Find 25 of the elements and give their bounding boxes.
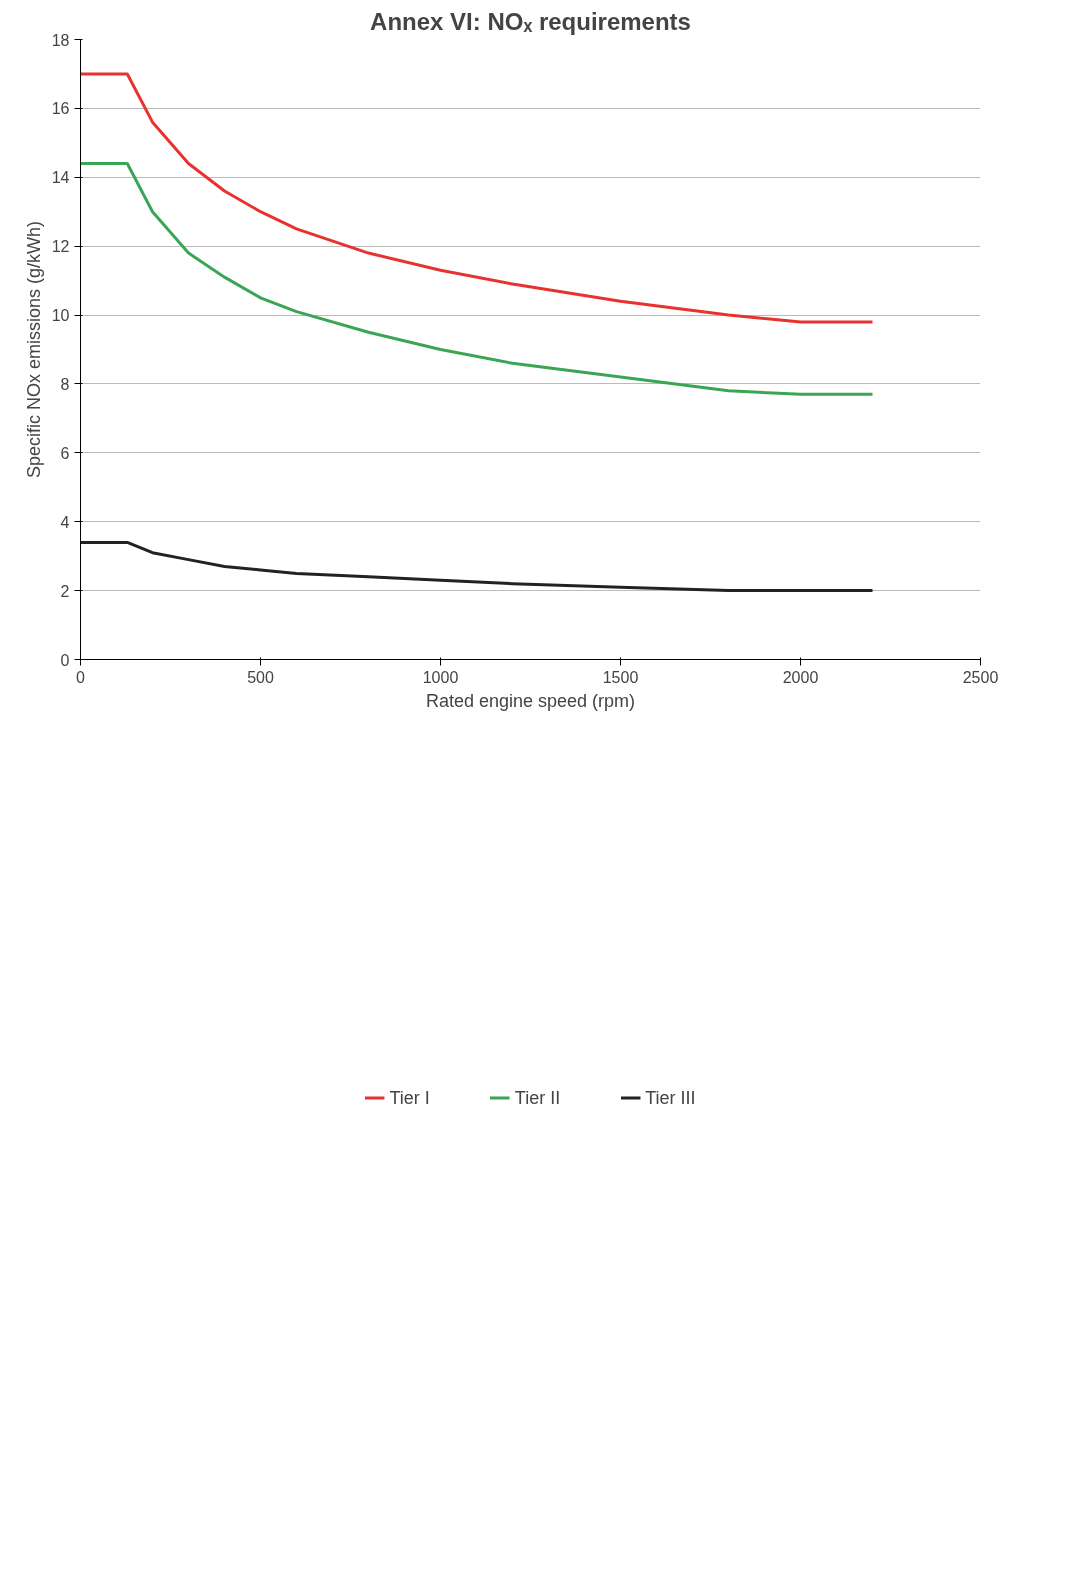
legend-label: Tier III [645,1087,696,1109]
x-tick-label: 0 [76,668,86,686]
y-tick-label: 2 [60,582,70,600]
x-axis-title: Rated engine speed (rpm) [425,690,636,711]
y-tick-label: 18 [51,31,70,49]
y-tick-label: 4 [60,513,70,531]
x-tick-label: 2000 [782,668,819,686]
line-series [80,540,874,593]
x-tick-label: 500 [247,668,274,686]
chart-title: Annex VI: NOₓ requirements [370,7,691,35]
y-tick-label: 0 [60,651,70,669]
y-tick-label: 6 [60,444,70,462]
line-series [80,162,874,396]
y-tick-label: 16 [51,100,70,118]
x-tick-label: 1000 [422,668,459,686]
y-tick-label: 10 [51,307,70,325]
y-tick-label: 8 [60,375,70,393]
legend-label: Tier I [389,1087,430,1109]
x-tick-label: 2500 [962,668,999,686]
y-tick-label: 12 [51,238,70,256]
x-tick-label: 1500 [602,668,639,686]
y-axis-title: Specific NOx emissions (g/kWh) [23,220,44,479]
legend-label: Tier II [514,1087,561,1109]
line-series [80,72,874,324]
y-tick-label: 14 [51,169,70,187]
